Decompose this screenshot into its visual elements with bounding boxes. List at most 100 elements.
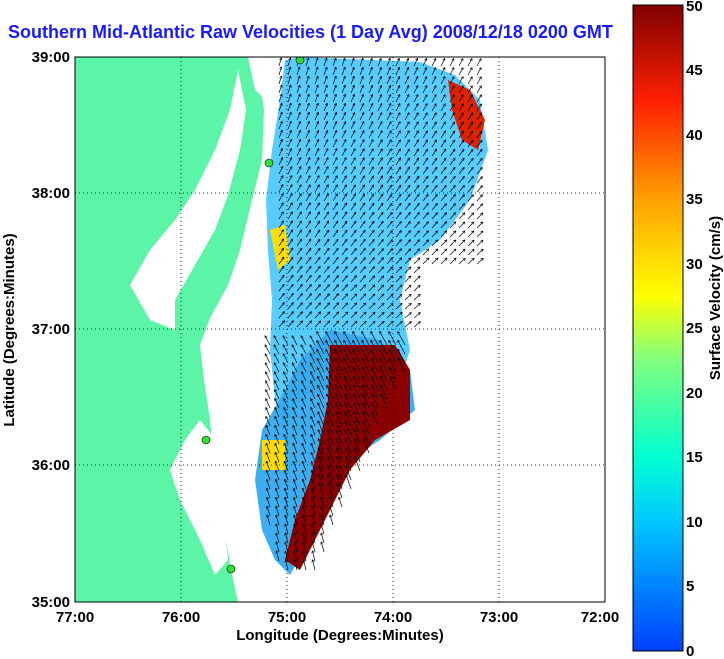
velocity-arrow <box>296 267 302 274</box>
velocity-arrow <box>296 239 302 247</box>
velocity-arrow <box>458 177 464 184</box>
velocity-arrow <box>350 258 356 265</box>
velocity-arrow <box>287 104 291 112</box>
velocity-arrow <box>449 140 455 148</box>
velocity-arrow <box>311 363 316 373</box>
velocity-arrow <box>301 354 307 364</box>
velocity-arrow <box>296 285 302 292</box>
velocity-arrow <box>449 113 454 121</box>
velocity-arrow <box>346 457 352 472</box>
velocity-arrow <box>323 77 327 85</box>
velocity-arrow <box>359 249 365 256</box>
velocity-arrow <box>368 303 375 310</box>
velocity-arrow <box>350 231 356 238</box>
velocity-arrow <box>359 267 365 274</box>
velocity-arrow <box>321 533 325 544</box>
velocity-arrow <box>368 86 372 94</box>
velocity-arrow <box>341 267 347 274</box>
velocity-arrow <box>368 222 374 229</box>
velocity-arrow <box>310 345 316 355</box>
velocity-arrow <box>321 507 325 517</box>
velocity-arrow <box>359 158 364 166</box>
velocity-arrow <box>294 524 298 535</box>
velocity-arrow <box>296 321 302 328</box>
velocity-arrow <box>275 453 280 463</box>
colorbar-ticks: 0 5 10 15 20 25 30 35 40 45 50 <box>686 0 703 659</box>
velocity-arrow <box>359 131 364 139</box>
velocity-arrow <box>312 542 316 553</box>
velocity-arrow <box>350 213 356 220</box>
velocity-arrow <box>377 185 383 193</box>
velocity-arrow <box>305 77 309 85</box>
velocity-arrow <box>359 258 365 265</box>
velocity-arrow <box>267 489 271 499</box>
velocity-arrow <box>336 403 343 418</box>
velocity-arrow <box>476 177 482 184</box>
y-tick: 35:00 <box>32 594 70 611</box>
velocity-arrow <box>305 194 310 202</box>
velocity-arrow <box>377 213 383 220</box>
velocity-arrow <box>332 212 338 220</box>
velocity-arrow <box>350 104 354 112</box>
velocity-arrow <box>323 68 327 76</box>
velocity-arrow <box>350 176 355 184</box>
velocity-arrow <box>341 194 346 202</box>
velocity-arrow <box>323 312 330 319</box>
velocity-arrow <box>335 341 343 355</box>
velocity-arrow <box>440 77 445 85</box>
velocity-arrow <box>363 430 370 445</box>
velocity-arrow <box>305 303 311 310</box>
velocity-arrow <box>377 294 384 301</box>
velocity-arrow <box>431 168 437 175</box>
velocity-arrow <box>323 212 328 220</box>
velocity-arrow <box>467 86 472 94</box>
velocity-arrow <box>350 267 356 274</box>
velocity-arrow <box>323 276 329 283</box>
velocity-arrow <box>359 276 365 283</box>
velocity-arrow <box>467 131 473 139</box>
velocity-arrow <box>467 59 472 67</box>
velocity-arrow <box>368 68 372 76</box>
velocity-arrow <box>422 104 427 112</box>
velocity-arrow <box>467 168 473 175</box>
velocity-arrow <box>368 140 373 148</box>
velocity-arrow <box>323 303 329 310</box>
velocity-arrow <box>431 249 438 256</box>
velocity-arrow <box>377 68 381 76</box>
velocity-arrow <box>413 222 419 229</box>
velocity-arrow <box>368 113 373 121</box>
velocity-arrow <box>296 167 301 175</box>
velocity-arrow <box>332 194 337 202</box>
velocity-arrow <box>350 285 356 292</box>
velocity-arrow <box>413 204 419 211</box>
velocity-arrow <box>341 285 347 292</box>
velocity-arrow <box>266 381 271 391</box>
velocity-arrow <box>305 239 311 247</box>
velocity-arrow <box>276 489 280 499</box>
velocity-arrow <box>359 231 365 238</box>
velocity-arrow <box>287 176 292 184</box>
velocity-arrow <box>285 471 289 481</box>
velocity-arrow <box>326 341 334 355</box>
velocity-arrow <box>458 204 464 211</box>
velocity-arrow <box>362 368 370 382</box>
velocity-arrow <box>458 86 463 94</box>
velocity-arrow <box>440 186 446 193</box>
velocity-arrow <box>344 350 352 364</box>
velocity-arrow <box>314 131 318 139</box>
velocity-arrow <box>404 158 409 166</box>
velocity-arrow <box>284 399 289 409</box>
velocity-arrow <box>323 122 327 130</box>
velocity-arrow <box>440 249 447 256</box>
velocity-arrow <box>431 177 437 184</box>
velocity-arrow <box>296 122 300 130</box>
velocity-arrow <box>476 195 482 202</box>
velocity-arrow <box>305 285 311 292</box>
velocity-arrow <box>413 122 418 130</box>
velocity-arrow <box>449 204 455 211</box>
velocity-arrow <box>476 77 481 85</box>
velocity-arrow <box>449 86 454 94</box>
velocity-arrow <box>305 294 311 301</box>
velocity-arrow <box>327 394 334 409</box>
velocity-arrow <box>395 222 401 229</box>
